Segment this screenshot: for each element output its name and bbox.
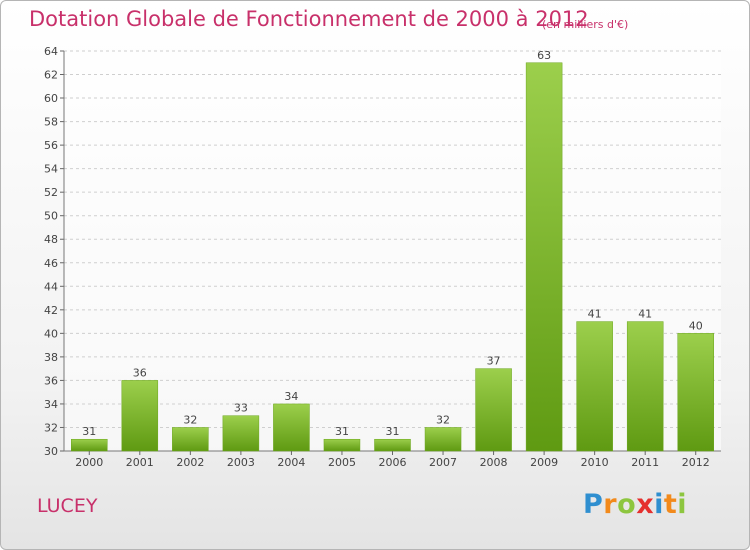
y-tick-label: 38 xyxy=(44,351,58,364)
x-tick-label-2008: 2008 xyxy=(480,456,508,469)
unit-label: (en milliers d'€) xyxy=(542,18,629,31)
data-label-2012: 40 xyxy=(689,319,703,332)
logo-letter: r xyxy=(603,489,618,520)
logo-letter: P xyxy=(583,489,604,520)
logo-letter: x xyxy=(636,489,655,520)
y-tick-label: 50 xyxy=(44,210,58,223)
y-tick-label: 48 xyxy=(44,233,58,246)
chart-title: Dotation Globale de Fonctionnement de 20… xyxy=(29,7,589,31)
bar-2004 xyxy=(273,403,310,452)
y-tick-label: 30 xyxy=(44,445,58,458)
bar-2007 xyxy=(424,427,462,452)
data-label-2011: 41 xyxy=(638,308,652,321)
x-tick-label-2005: 2005 xyxy=(328,456,356,469)
bar-2000 xyxy=(71,438,108,452)
bar-2005 xyxy=(323,438,361,452)
bar-2010 xyxy=(576,321,613,452)
x-tick-label-2011: 2011 xyxy=(631,456,659,469)
data-label-2005: 31 xyxy=(335,425,349,438)
bar-2009 xyxy=(525,62,563,452)
bar-2012 xyxy=(677,333,714,452)
x-tick-label-2007: 2007 xyxy=(429,456,457,469)
plot-area xyxy=(64,51,721,451)
x-tick-label-2009: 2009 xyxy=(530,456,558,469)
data-label-2001: 36 xyxy=(133,366,147,379)
bar-2001 xyxy=(121,380,159,452)
proxiti-logo: Proxiti xyxy=(583,489,687,520)
y-tick-label: 44 xyxy=(44,280,58,293)
y-tick-label: 46 xyxy=(44,257,58,270)
x-tick-label-2002: 2002 xyxy=(176,456,204,469)
logo-letter: i xyxy=(654,489,664,520)
x-tick-label-2010: 2010 xyxy=(581,456,609,469)
data-label-2010: 41 xyxy=(588,308,602,321)
y-tick-label: 36 xyxy=(44,374,58,387)
bar-2003 xyxy=(222,415,260,452)
data-label-2007: 32 xyxy=(436,413,450,426)
x-tick-label-2003: 2003 xyxy=(227,456,255,469)
data-label-2006: 31 xyxy=(386,425,400,438)
bar-2002 xyxy=(172,427,209,452)
y-tick-label: 64 xyxy=(44,45,58,58)
y-tick-label: 58 xyxy=(44,116,58,129)
x-tick-label-2012: 2012 xyxy=(682,456,710,469)
bar-2008 xyxy=(475,368,512,452)
logo-letter: t xyxy=(663,489,678,520)
data-label-2004: 34 xyxy=(284,390,298,403)
x-tick-label-2004: 2004 xyxy=(277,456,305,469)
y-tick-label: 34 xyxy=(44,398,58,411)
commune-name: LUCEY xyxy=(37,495,98,517)
y-tick-label: 54 xyxy=(44,163,58,176)
y-tick-label: 52 xyxy=(44,186,58,199)
y-tick-label: 32 xyxy=(44,421,58,434)
x-tick-label-2001: 2001 xyxy=(126,456,154,469)
data-label-2008: 37 xyxy=(487,355,501,368)
data-label-2003: 33 xyxy=(234,402,248,415)
data-label-2002: 32 xyxy=(183,413,197,426)
logo-letter: o xyxy=(617,489,637,520)
data-label-2000: 31 xyxy=(82,425,96,438)
data-label-2009: 63 xyxy=(537,49,551,62)
x-tick-label-2006: 2006 xyxy=(379,456,407,469)
y-tick-label: 62 xyxy=(44,69,58,82)
y-tick-label: 60 xyxy=(44,92,58,105)
bar-2011 xyxy=(626,321,664,452)
y-tick-label: 56 xyxy=(44,139,58,152)
y-tick-label: 42 xyxy=(44,304,58,317)
bar-2006 xyxy=(374,438,411,452)
y-tick-label: 40 xyxy=(44,327,58,340)
x-tick-label-2000: 2000 xyxy=(75,456,103,469)
logo-letter: i xyxy=(677,489,688,520)
